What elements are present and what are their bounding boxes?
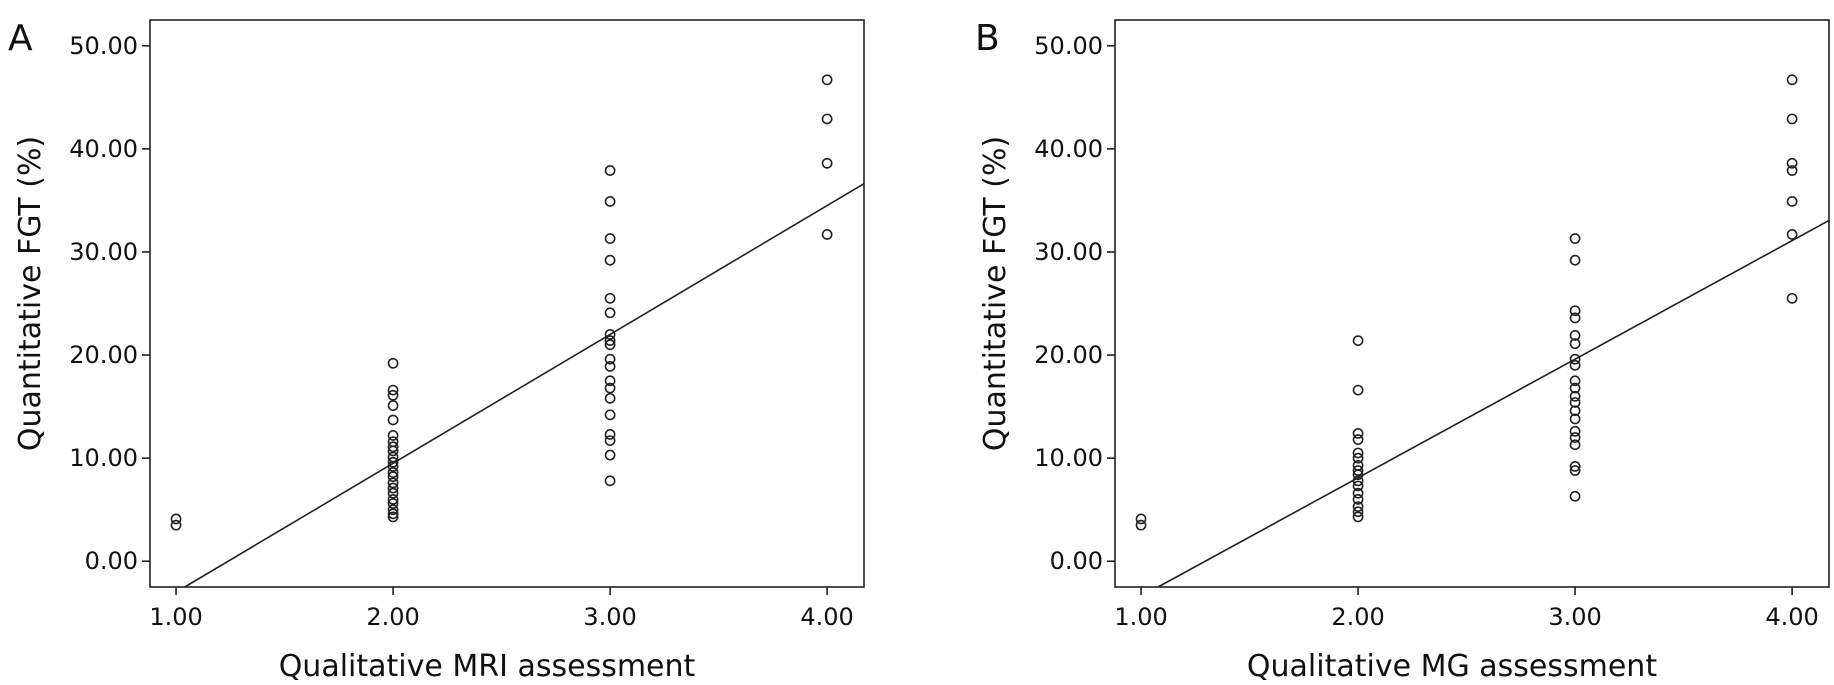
data-point xyxy=(1570,361,1579,370)
data-points xyxy=(171,75,831,530)
data-point xyxy=(605,197,614,206)
data-point xyxy=(171,521,180,530)
data-point xyxy=(388,401,397,410)
data-point xyxy=(605,256,614,265)
panel-label: A xyxy=(8,18,33,59)
data-point xyxy=(1788,230,1797,239)
data-point xyxy=(1136,521,1145,530)
x-tick-label: 4.00 xyxy=(800,603,853,631)
y-axis-ticks: 0.00 10.00 20.00 30.00 40.00 50.00 xyxy=(69,32,150,575)
data-point xyxy=(823,159,832,168)
plot-frame xyxy=(1115,20,1829,587)
y-tick-label: 40.00 xyxy=(1034,135,1103,163)
data-point xyxy=(605,436,614,445)
y-tick-label: 50.00 xyxy=(69,32,138,60)
data-point xyxy=(1788,75,1797,84)
regression-line xyxy=(185,184,864,587)
data-point xyxy=(1353,385,1362,394)
data-point xyxy=(605,394,614,403)
y-tick-label: 40.00 xyxy=(69,135,138,163)
panel-b: B 0.00 10.00 20.00 30.00 40.00 50.00 1.00 2.00… xyxy=(975,18,1829,684)
x-axis-title: Qualitative MG assessment xyxy=(1247,649,1657,684)
data-points xyxy=(1136,75,1796,530)
data-point xyxy=(823,230,832,239)
panel-label: B xyxy=(975,18,1000,59)
y-axis-ticks: 0.00 10.00 20.00 30.00 40.00 50.00 xyxy=(1034,32,1115,575)
y-tick-label: 20.00 xyxy=(69,341,138,369)
y-axis-title: Quantitative FGT (%) xyxy=(13,136,48,451)
data-point xyxy=(1353,435,1362,444)
data-point xyxy=(388,415,397,424)
x-axis-title: Qualitative MRI assessment xyxy=(279,649,696,684)
data-point xyxy=(605,166,614,175)
x-axis-ticks: 1.00 2.00 3.00 4.00 xyxy=(149,587,854,631)
data-point xyxy=(1353,336,1362,345)
plot-frame xyxy=(150,20,864,587)
x-axis-ticks: 1.00 2.00 3.00 4.00 xyxy=(1114,587,1819,631)
y-tick-label: 20.00 xyxy=(1034,341,1103,369)
data-point xyxy=(605,450,614,459)
y-tick-label: 50.00 xyxy=(1034,32,1103,60)
data-point xyxy=(605,294,614,303)
x-tick-label: 3.00 xyxy=(583,603,636,631)
y-tick-label: 10.00 xyxy=(1034,444,1103,472)
data-point xyxy=(605,410,614,419)
y-tick-label: 30.00 xyxy=(1034,238,1103,266)
data-point xyxy=(823,114,832,123)
figure: A 0.00 10.00 20.00 30.00 40.00 50.00 1.00 2.00… xyxy=(0,0,1834,685)
y-tick-label: 0.00 xyxy=(85,547,138,575)
x-tick-label: 2.00 xyxy=(1331,603,1384,631)
data-point xyxy=(605,476,614,485)
regression-line xyxy=(1158,220,1829,587)
y-tick-label: 0.00 xyxy=(1050,547,1103,575)
data-point xyxy=(1570,234,1579,243)
data-point xyxy=(1788,294,1797,303)
data-point xyxy=(823,75,832,84)
data-point xyxy=(605,308,614,317)
data-point xyxy=(1570,256,1579,265)
y-tick-label: 10.00 xyxy=(69,444,138,472)
data-point xyxy=(1788,114,1797,123)
panel-a: A 0.00 10.00 20.00 30.00 40.00 50.00 1.00 2.00… xyxy=(8,18,864,684)
y-tick-label: 30.00 xyxy=(69,238,138,266)
x-tick-label: 3.00 xyxy=(1548,603,1601,631)
x-tick-label: 4.00 xyxy=(1765,603,1818,631)
data-point xyxy=(1788,197,1797,206)
data-point xyxy=(605,234,614,243)
data-point xyxy=(388,359,397,368)
x-tick-label: 1.00 xyxy=(1114,603,1167,631)
data-point xyxy=(1570,492,1579,501)
x-tick-label: 2.00 xyxy=(366,603,419,631)
x-tick-label: 1.00 xyxy=(149,603,202,631)
y-axis-title: Quantitative FGT (%) xyxy=(978,136,1013,451)
